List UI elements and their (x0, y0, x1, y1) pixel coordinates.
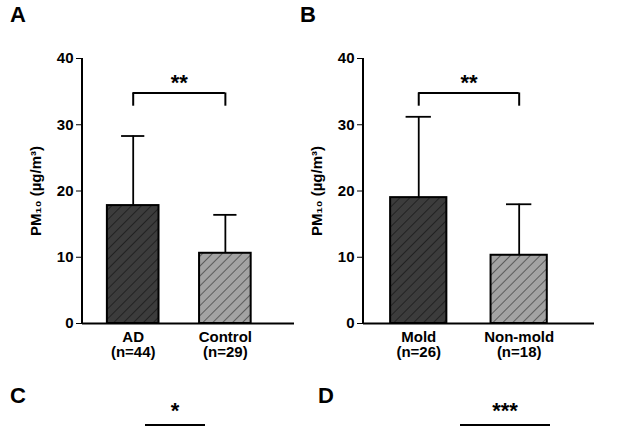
svg-text:10: 10 (57, 248, 74, 265)
svg-text:40: 40 (338, 49, 355, 66)
html-text:C: C (10, 383, 26, 408)
svg-text:Mold(n=26): Mold(n=26) (396, 328, 441, 360)
svg-text:**: ** (171, 70, 189, 95)
html-text:A: A (10, 2, 26, 27)
svg-text:40: 40 (57, 49, 74, 66)
svg-text:AD(n=44): AD(n=44) (111, 328, 156, 360)
svg-text:Control(n=29): Control(n=29) (199, 328, 252, 360)
svg-text:Non-mold(n=18): Non-mold(n=18) (484, 328, 554, 360)
svg-text:PM₁₀ (µg/m³): PM₁₀ (µg/m³) (308, 146, 325, 236)
svg-text:30: 30 (57, 116, 74, 133)
svg-text:20: 20 (338, 182, 355, 199)
html-text:D: D (318, 383, 334, 408)
svg-text:PM₁₀ (µg/m³): PM₁₀ (µg/m³) (27, 146, 44, 236)
svg-text:**: ** (460, 70, 478, 95)
html-text:B: B (300, 2, 316, 27)
svg-text:10: 10 (338, 248, 355, 265)
svg-text:0: 0 (346, 314, 354, 331)
svg-text:20: 20 (57, 182, 74, 199)
svg-text:0: 0 (65, 314, 73, 331)
svg-text:30: 30 (338, 116, 355, 133)
